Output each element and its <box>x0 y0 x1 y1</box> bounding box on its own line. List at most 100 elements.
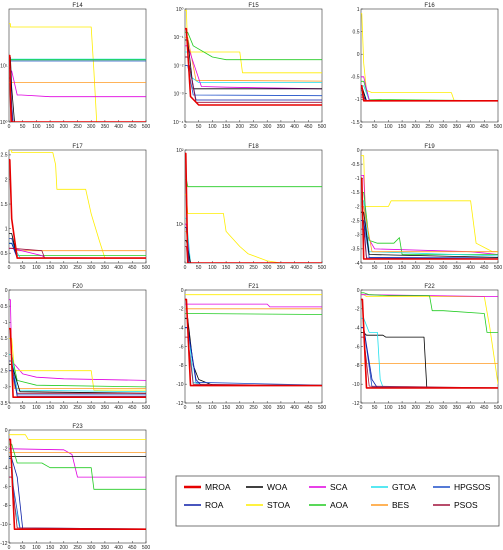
y-tick-label: -1.5 <box>351 120 360 126</box>
series-line-mroa <box>9 438 146 531</box>
x-tick-label: 50 <box>20 405 26 411</box>
subplot-f20: F20 0 50 100 150 200 250 300 350 400 450 500 -3.5 -3 -… <box>0 284 150 411</box>
x-tick-label: 200 <box>60 124 69 130</box>
y-tick-label: -8 <box>179 363 184 369</box>
series-line-stoa <box>9 150 146 259</box>
series-line-mroa <box>361 177 498 260</box>
x-tick-label: 250 <box>425 124 434 130</box>
y-tick-label: 0 <box>5 428 8 434</box>
subplot-title: F21 <box>248 284 259 290</box>
x-tick-label: 400 <box>114 265 123 271</box>
x-tick-label: 300 <box>87 545 96 550</box>
series-line-aoa <box>185 31 322 61</box>
y-tick-label: 10² <box>176 148 184 154</box>
x-tick-label: 150 <box>222 405 231 411</box>
x-tick-label: 350 <box>277 265 286 271</box>
y-tick-label: 10¹ <box>176 222 184 228</box>
y-tick-label: 1 <box>357 7 360 13</box>
y-tick-label: 10⁰ <box>0 120 8 126</box>
x-tick-label: 450 <box>304 265 313 271</box>
x-tick-label: 100 <box>32 405 41 411</box>
axes-frame <box>8 149 147 264</box>
y-tick-label: -2.5 <box>351 218 360 224</box>
y-tick-label: 0 <box>357 288 360 294</box>
y-tick-label: -1.5 <box>351 190 360 196</box>
x-tick-label: 250 <box>249 405 258 411</box>
y-tick-label: 10¹ <box>0 63 8 69</box>
series-line-mroa <box>361 85 498 102</box>
x-tick-label: 250 <box>73 265 82 271</box>
axes-frame <box>8 8 147 123</box>
legend-item-hpgsos: HPGSOS <box>433 482 491 492</box>
legend-label: STOA <box>267 500 290 510</box>
series-group <box>361 292 498 389</box>
legend-label: MROA <box>205 482 231 492</box>
axes-frame <box>8 429 147 544</box>
subplot-title: F23 <box>72 424 83 430</box>
subplot-title: F20 <box>72 284 83 290</box>
x-tick-label: 350 <box>101 124 110 130</box>
series-line-sca <box>361 174 498 255</box>
legend-item-psos: PSOS <box>433 500 478 510</box>
y-tick-label: -3.5 <box>351 247 360 253</box>
x-tick-label: 250 <box>73 545 82 550</box>
series-line-aoa <box>361 292 498 333</box>
x-tick-label: 350 <box>277 405 286 411</box>
y-tick-label: -2 <box>355 307 360 313</box>
x-tick-label: 350 <box>453 405 462 411</box>
y-tick-label: -1 <box>355 97 360 103</box>
subplot-title: F17 <box>72 144 83 150</box>
x-tick-label: 400 <box>290 405 299 411</box>
x-tick-label: 50 <box>20 545 26 550</box>
x-tick-label: 150 <box>222 124 231 130</box>
y-tick-label: -0.5 <box>0 304 8 310</box>
y-tick-label: -2 <box>3 352 8 358</box>
y-tick-label: 0.5 <box>1 251 8 257</box>
y-tick-label: 10⁻¹ <box>174 35 184 41</box>
y-tick-label: -8 <box>3 503 8 509</box>
x-tick-label: 100 <box>384 405 393 411</box>
y-tick-label: -8 <box>355 363 360 369</box>
legend-item-aoa: AOA <box>309 500 348 510</box>
x-tick-label: 100 <box>384 265 393 271</box>
y-tick-label: 0.5 <box>353 29 360 35</box>
y-tick-label: -2 <box>3 447 8 453</box>
series-group <box>361 13 498 102</box>
x-tick-label: 100 <box>32 545 41 550</box>
y-tick-label: -4 <box>179 325 184 331</box>
x-tick-label: 0 <box>8 545 11 550</box>
series-line-aoa <box>9 443 146 490</box>
subplot-title: F16 <box>424 3 435 9</box>
subplot-f17: F17 0 50 100 150 200 250 300 350 400 450 500 0.5 1 1.5… <box>1 144 151 271</box>
subplot-title: F19 <box>424 144 435 150</box>
subplot-f19: F19 0 50 100 150 200 250 300 350 400 450 500 -4 -3.5 -… <box>351 144 503 271</box>
x-tick-label: 350 <box>453 265 462 271</box>
x-tick-label: 300 <box>263 124 272 130</box>
x-tick-label: 150 <box>46 405 55 411</box>
x-tick-label: 300 <box>263 405 272 411</box>
legend-item-stoa: STOA <box>246 500 290 510</box>
legend-label: WOA <box>267 482 288 492</box>
y-tick-label: 10⁰ <box>176 7 184 13</box>
subplot-f16: F16 0 50 100 150 200 250 300 350 400 450 500 -1.5 -1 -… <box>351 3 503 130</box>
x-tick-label: 0 <box>184 124 187 130</box>
x-tick-label: 400 <box>114 405 123 411</box>
series-line-sca <box>185 303 322 308</box>
y-tick-label: 0 <box>5 288 8 294</box>
y-tick-label: -2 <box>179 307 184 313</box>
x-tick-label: 500 <box>494 265 503 271</box>
x-tick-label: 300 <box>87 405 96 411</box>
x-tick-label: 150 <box>398 265 407 271</box>
legend-label: BES <box>392 500 409 510</box>
x-tick-label: 250 <box>425 405 434 411</box>
y-tick-label: -12 <box>176 401 183 407</box>
x-tick-label: 300 <box>87 265 96 271</box>
subplot-title: F18 <box>248 144 259 150</box>
x-tick-label: 450 <box>128 124 137 130</box>
x-tick-label: 200 <box>60 545 69 550</box>
series-line-stoa <box>361 155 498 253</box>
series-line-stoa <box>185 9 322 74</box>
x-tick-label: 500 <box>318 124 327 130</box>
